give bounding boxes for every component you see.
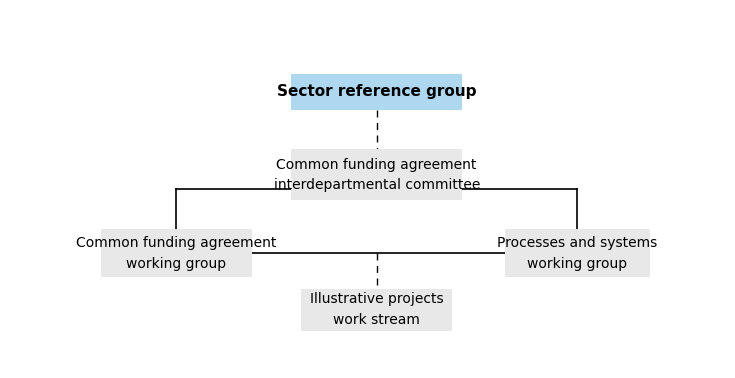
- Text: Sector reference group: Sector reference group: [277, 84, 476, 99]
- FancyBboxPatch shape: [301, 288, 452, 331]
- FancyBboxPatch shape: [291, 149, 462, 200]
- Text: Common funding agreement
working group: Common funding agreement working group: [76, 236, 276, 271]
- FancyBboxPatch shape: [291, 74, 462, 110]
- Text: Common funding agreement
interdepartmental committee: Common funding agreement interdepartment…: [273, 158, 480, 192]
- FancyBboxPatch shape: [504, 229, 650, 277]
- Text: Processes and systems
working group: Processes and systems working group: [497, 236, 657, 271]
- FancyBboxPatch shape: [101, 229, 251, 277]
- Text: Illustrative projects
work stream: Illustrative projects work stream: [310, 292, 443, 327]
